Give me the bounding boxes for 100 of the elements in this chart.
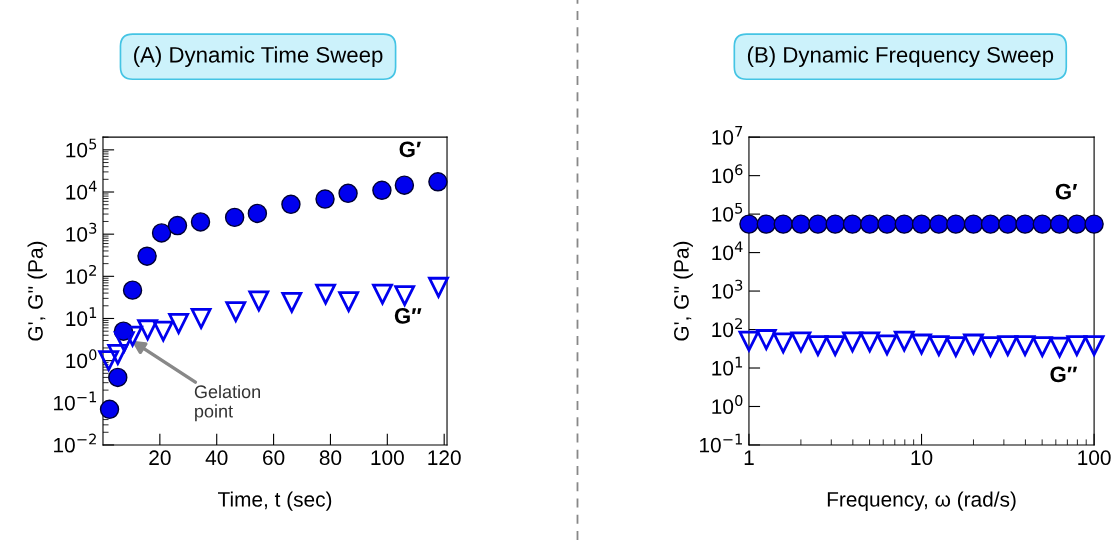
point (755, 329, 777, 350)
point (910, 333, 933, 357)
point (281, 194, 301, 215)
point (860, 214, 880, 234)
point (842, 331, 863, 353)
chart-title: (A) Dynamic Time Sweep (134, 46, 383, 68)
point (338, 291, 360, 313)
chart-title: (B) Dynamic Frequency Sweep (747, 46, 1054, 68)
y-tick-label: 10$^{3}$ (712, 279, 743, 299)
point (167, 215, 188, 236)
point (738, 330, 760, 352)
point (137, 246, 157, 266)
x-tick-label: 10 (911, 450, 933, 466)
point (428, 276, 449, 298)
y-tick-label: 10$^{7}$ (712, 125, 743, 145)
y-tick-label: 10$^{5}$ (66, 138, 97, 158)
point (911, 214, 932, 234)
point (281, 292, 303, 313)
point (168, 313, 190, 334)
point (1031, 336, 1053, 358)
series-label: G″ (394, 308, 422, 324)
y-tick-label: 10$^{−1}$ (700, 433, 742, 453)
point (997, 335, 1019, 357)
point (808, 214, 828, 234)
x-tick-label: 100 (371, 450, 404, 466)
y-tick-label: 10$^{0}$ (712, 395, 743, 415)
y-tick-label: 10$^{5}$ (712, 202, 743, 222)
point (315, 189, 335, 209)
x-axis-title: Frequency, ω (rad/s) (827, 491, 1016, 511)
point (963, 214, 984, 234)
x-tick-label: 80 (319, 450, 342, 466)
point (1048, 336, 1071, 360)
point (371, 283, 394, 307)
point (1066, 335, 1088, 357)
point (893, 330, 915, 352)
point (998, 214, 1018, 234)
x-tick-label: 40 (205, 450, 228, 466)
point (314, 283, 337, 307)
point (928, 335, 950, 357)
y-axis-title: G', G'' (Pa) (27, 241, 47, 341)
point (807, 335, 829, 357)
point (247, 203, 268, 224)
point (791, 214, 811, 234)
x-tick-label: 100 (1078, 450, 1111, 466)
point (842, 214, 863, 234)
point (946, 214, 966, 234)
point (1014, 335, 1036, 357)
point (1032, 214, 1053, 234)
point (225, 301, 247, 323)
point (99, 399, 120, 420)
point (151, 223, 172, 243)
point (773, 214, 793, 234)
point (1049, 214, 1070, 234)
point (394, 285, 416, 306)
point (107, 344, 129, 365)
point (338, 183, 358, 204)
point (790, 331, 812, 353)
y-tick-label: 10$^{6}$ (712, 164, 743, 184)
point (739, 214, 759, 234)
point (756, 214, 776, 234)
point (137, 319, 159, 341)
y-tick-label: 10$^{3}$ (66, 222, 97, 242)
point (772, 332, 794, 354)
point (825, 214, 845, 234)
point (224, 207, 245, 228)
point (945, 336, 967, 358)
x-tick-label: 20 (149, 450, 171, 466)
point (190, 308, 212, 329)
point (877, 214, 897, 234)
point (980, 214, 1001, 234)
y-tick-label: 10$^{1}$ (712, 356, 743, 376)
point (190, 212, 211, 232)
point (962, 333, 985, 357)
series-label: G″ (1050, 366, 1078, 383)
point (108, 367, 128, 388)
point (876, 334, 898, 356)
point (1083, 335, 1105, 357)
y-tick-label: 10$^{1}$ (66, 307, 97, 327)
point (428, 172, 448, 192)
point (894, 214, 914, 234)
point (152, 320, 174, 342)
series-label: G′ (399, 141, 421, 158)
y-axis-title: G', G'' (Pa) (673, 241, 693, 341)
series-label: G′ (1055, 183, 1078, 200)
x-tick-label: 1 (744, 450, 754, 465)
y-tick-label: 10$^{2}$ (712, 318, 742, 338)
point (824, 335, 846, 357)
x-axis-title: Time, t (sec) (218, 491, 332, 511)
y-tick-label: 10$^{0}$ (66, 349, 97, 369)
point (248, 290, 270, 312)
point (122, 280, 143, 300)
y-tick-label: 10$^{−1}$ (54, 391, 97, 411)
point (394, 175, 415, 195)
point (1067, 214, 1087, 234)
point (980, 336, 1001, 358)
point (98, 350, 120, 372)
point (372, 180, 392, 200)
y-tick-label: 10$^{2}$ (66, 264, 96, 284)
y-tick-label: 10$^{−2}$ (54, 433, 96, 453)
y-tick-label: 10$^{4}$ (66, 180, 97, 200)
